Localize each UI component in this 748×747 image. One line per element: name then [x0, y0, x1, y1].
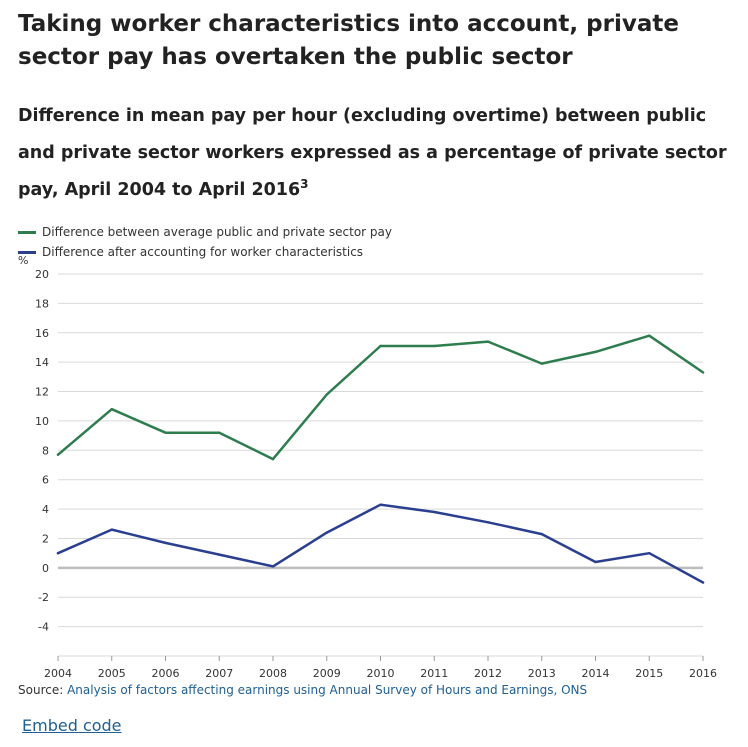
data-point: [486, 340, 490, 343]
y-tick-label: 0: [42, 562, 49, 575]
x-tick-label: 2006: [152, 667, 180, 680]
data-point: [648, 334, 651, 337]
y-tick-label: 6: [42, 474, 49, 487]
chart-legend: Difference between average public and pr…: [18, 222, 392, 262]
data-point: [110, 407, 113, 411]
y-tick-label: 20: [35, 268, 49, 281]
data-point: [594, 350, 597, 354]
x-axis-tick-labels: 2004 2005 2006 2007 2008 2009 2010 2011 2012 2013…: [44, 656, 717, 680]
x-tick-label: 2007: [205, 667, 233, 680]
legend-item-average-difference: Difference between average public and pr…: [18, 222, 392, 242]
data-point: [110, 528, 113, 531]
chart-subtitle: Difference in mean pay per hour (excludi…: [18, 98, 738, 209]
y-tick-label: 14: [35, 356, 49, 369]
data-point: [540, 532, 543, 536]
data-point: [218, 553, 221, 556]
x-tick-label: 2008: [259, 667, 287, 680]
x-tick-label: 2011: [420, 667, 448, 680]
data-point: [164, 431, 167, 434]
y-axis-label: %: [18, 254, 28, 267]
data-point: [433, 510, 436, 514]
y-axis-tick-labels: -4 -2 0 2 4 6 8 10 12 14 16 18 20: [35, 268, 49, 634]
x-tick-label: 2015: [635, 667, 663, 680]
y-tick-label: -4: [38, 621, 49, 634]
y-tick-label: 2: [42, 532, 49, 545]
data-point: [325, 531, 328, 534]
y-tick-label: 18: [35, 297, 49, 310]
legend-item-adjusted-difference: Difference after accounting for worker c…: [18, 242, 392, 262]
series-line-average-difference: [56, 334, 705, 461]
data-point: [540, 362, 543, 365]
series-lines: [56, 334, 705, 584]
data-point: [701, 371, 705, 374]
data-point: [325, 393, 328, 396]
x-tick-label: 2005: [98, 667, 126, 680]
subtitle-text: Difference in mean pay per hour (excludi…: [18, 106, 727, 200]
data-point: [164, 541, 167, 545]
embed-code-link[interactable]: Embed code: [22, 716, 122, 735]
data-point: [701, 581, 705, 584]
data-point: [379, 344, 382, 348]
data-point: [594, 560, 597, 564]
chart-title: Taking worker characteristics into accou…: [18, 11, 679, 70]
source-link[interactable]: Analysis of factors affecting earnings u…: [67, 683, 588, 697]
y-tick-label: 10: [35, 415, 49, 428]
legend-swatch-blue: [18, 250, 36, 254]
data-point: [379, 503, 382, 506]
gridlines: [58, 273, 703, 657]
x-tick-label: 2013: [528, 667, 556, 680]
legend-swatch-green: [18, 230, 36, 234]
data-point: [648, 551, 651, 555]
y-tick-label: 8: [42, 444, 49, 457]
x-tick-label: 2004: [44, 667, 72, 680]
y-tick-label: -2: [38, 591, 49, 604]
x-tick-label: 2009: [313, 667, 341, 680]
source-label: Source:: [18, 683, 64, 697]
source-note: Source: Analysis of factors affecting ea…: [18, 683, 587, 697]
y-tick-label: 4: [42, 503, 49, 516]
data-point: [56, 453, 60, 456]
data-point: [218, 431, 221, 434]
legend-label: Difference between average public and pr…: [42, 225, 392, 239]
data-point: [433, 344, 436, 348]
data-point: [271, 565, 275, 568]
y-tick-label: 12: [35, 386, 49, 399]
data-point: [486, 521, 490, 524]
data-point: [271, 457, 275, 461]
x-tick-label: 2012: [474, 667, 502, 680]
x-tick-label: 2014: [582, 667, 610, 680]
x-tick-label: 2010: [367, 667, 395, 680]
subtitle-footnote-marker: 3: [300, 177, 309, 192]
legend-label: Difference after accounting for worker c…: [42, 245, 364, 259]
data-point: [56, 551, 60, 555]
y-tick-label: 16: [35, 327, 49, 340]
series-line-adjusted-difference: [56, 503, 705, 584]
x-tick-label: 2016: [689, 667, 717, 680]
